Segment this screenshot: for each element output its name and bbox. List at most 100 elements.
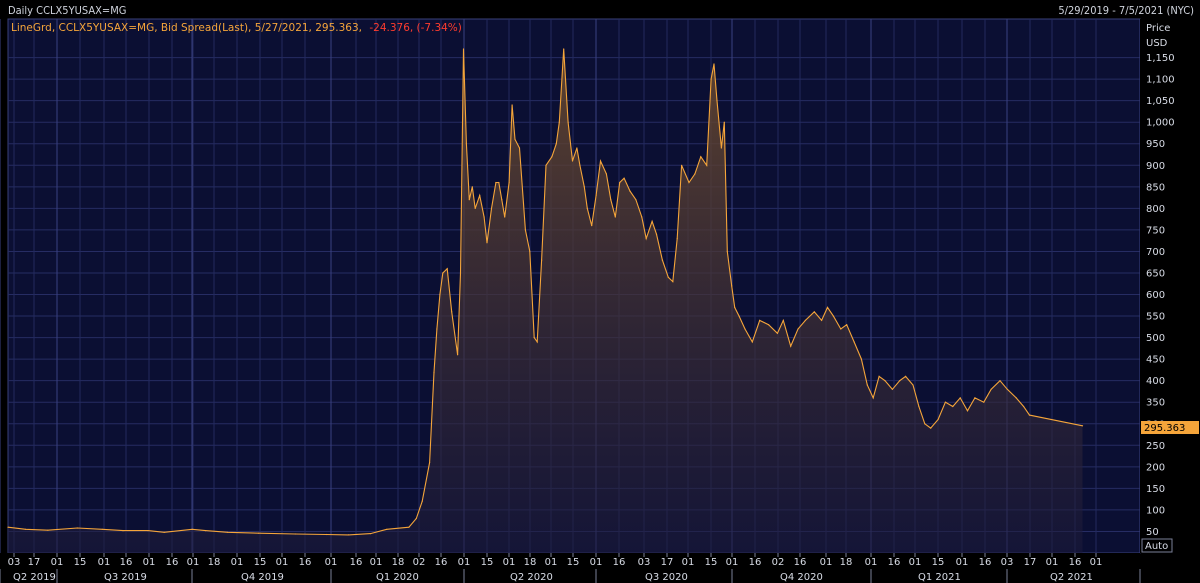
data-point — [495, 181, 497, 184]
data-point — [700, 156, 702, 158]
data-point — [891, 388, 894, 390]
data-point — [204, 530, 207, 532]
data-point — [878, 375, 880, 377]
y-tick-label: 450 — [1146, 355, 1165, 366]
data-point — [826, 306, 829, 308]
quarter-label: Q4 2020 — [780, 572, 823, 583]
data-point — [227, 531, 229, 533]
x-tick-label: 16 — [350, 557, 363, 568]
quarter-label: Q3 2020 — [645, 572, 688, 583]
data-point — [866, 384, 868, 386]
data-point — [846, 324, 848, 326]
x-tick-label: 01 — [231, 557, 244, 568]
data-point — [567, 121, 569, 123]
x-tick-label: 01 — [1046, 557, 1059, 568]
x-tick-label: 01 — [98, 557, 111, 568]
data-point — [436, 328, 438, 330]
data-point — [619, 181, 621, 184]
data-point — [101, 528, 103, 530]
data-point — [504, 216, 506, 218]
data-point — [191, 528, 193, 530]
data-point — [486, 242, 488, 244]
data-point — [672, 281, 674, 283]
data-point — [591, 225, 593, 227]
data-point — [759, 319, 761, 321]
x-tick-label: 15 — [254, 557, 267, 568]
data-point — [813, 311, 815, 313]
data-point — [47, 529, 49, 531]
data-point — [944, 401, 947, 403]
data-point — [294, 533, 296, 535]
data-point — [471, 186, 473, 188]
x-tick-label: 18 — [208, 557, 221, 568]
data-point — [551, 156, 553, 158]
data-point — [726, 250, 728, 252]
x-tick-label: 01 — [1090, 557, 1103, 568]
y-tick-label: 1,000 — [1146, 118, 1175, 129]
data-point — [558, 121, 560, 123]
data-point — [586, 207, 588, 209]
data-point — [347, 534, 350, 536]
y-tick-label: 50 — [1146, 527, 1159, 538]
x-tick-label: 01 — [458, 557, 471, 568]
x-tick-label: 01 — [726, 557, 739, 568]
data-point — [872, 397, 874, 399]
data-point — [439, 293, 441, 296]
data-point — [731, 285, 733, 287]
x-tick-label: 18 — [524, 557, 537, 568]
data-point — [706, 164, 708, 166]
x-tick-label: 01 — [909, 557, 922, 568]
date-range: 5/29/2019 - 7/5/2021 (NYC) — [1058, 4, 1194, 17]
data-point — [1081, 425, 1084, 427]
data-point — [508, 181, 510, 184]
data-point — [579, 164, 581, 166]
data-point — [462, 48, 465, 50]
y-tick-label: 850 — [1146, 182, 1165, 193]
data-point — [655, 233, 658, 235]
data-point — [710, 78, 712, 80]
y-tick-label: 950 — [1146, 139, 1165, 150]
x-tick-label: 16 — [613, 557, 626, 568]
data-point — [518, 147, 521, 149]
y-tick-label: 200 — [1146, 462, 1165, 473]
quarter-label: Q2 2021 — [1050, 572, 1093, 583]
data-point — [459, 272, 462, 274]
data-point — [974, 397, 976, 399]
x-tick-label: 01 — [545, 557, 558, 568]
data-point — [474, 207, 476, 209]
x-tick-label: 16 — [120, 557, 133, 568]
x-tick-label: 01 — [325, 557, 338, 568]
x-tick-label: 16 — [299, 557, 312, 568]
x-tick-label: 01 — [503, 557, 516, 568]
x-tick-label: 01 — [820, 557, 833, 568]
x-tick-label: 01 — [865, 557, 878, 568]
data-point — [446, 268, 448, 270]
x-tick-label: 01 — [956, 557, 969, 568]
data-point — [999, 380, 1001, 382]
x-tick-label: 16 — [888, 557, 901, 568]
data-point — [514, 138, 516, 140]
x-tick-label: 17 — [28, 557, 41, 568]
quarter-label: Q2 2020 — [510, 572, 553, 583]
data-point — [853, 341, 855, 343]
y-axis-price-label: Price — [1146, 23, 1170, 34]
data-point — [442, 272, 444, 274]
y-tick-label: 700 — [1146, 247, 1165, 258]
x-tick-label: 15 — [481, 557, 494, 568]
data-point — [457, 354, 459, 356]
y-tick-label: 500 — [1146, 333, 1165, 344]
data-point — [545, 164, 547, 166]
auto-scale-button[interactable] — [1141, 538, 1173, 553]
data-point — [429, 461, 431, 464]
data-point — [468, 199, 470, 201]
data-point — [599, 160, 602, 162]
x-tick-label: 01 — [590, 557, 603, 568]
data-point — [25, 528, 27, 530]
data-point — [924, 423, 926, 425]
x-tick-label: 16 — [794, 557, 807, 568]
data-point — [1015, 397, 1017, 399]
x-tick-label: 16 — [166, 557, 179, 568]
legend-change: -24.376, (-7.34%) — [369, 22, 462, 34]
x-tick-label: 01 — [51, 557, 64, 568]
